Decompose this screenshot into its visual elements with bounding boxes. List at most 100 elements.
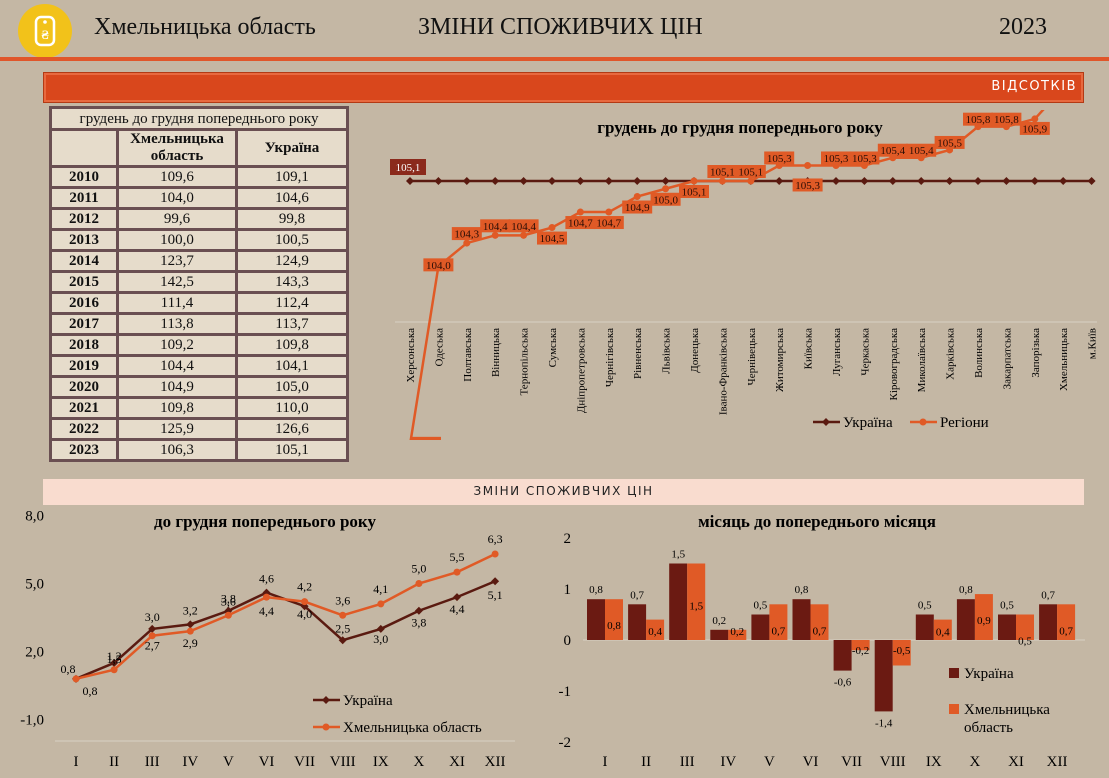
table-cell-khm: 125,9 — [119, 420, 235, 438]
month-label: XI — [449, 754, 465, 770]
table-row: 2020 104,9 105,0 — [52, 378, 346, 396]
ukraine-marker — [519, 177, 528, 185]
ukraine-value-label: 3,0 — [145, 610, 160, 624]
khm-point — [148, 632, 156, 640]
ukraine-bar — [998, 614, 1016, 640]
table-cell-khm: 109,8 — [119, 399, 235, 417]
ukraine-value-label: 0,8 — [959, 584, 973, 596]
ukraine-value-label: 4,6 — [259, 572, 274, 586]
region-point — [690, 177, 698, 185]
ukraine-bar — [1039, 604, 1058, 640]
month-label: III — [680, 754, 695, 770]
table-cell-ua: 109,1 — [238, 168, 346, 186]
region-value-label: 105,1 — [710, 167, 735, 179]
table-cell-khm: 104,9 — [119, 378, 235, 396]
month-label: X — [969, 754, 980, 770]
legend-khm-swatch — [949, 704, 959, 714]
y-tick-label: 2 — [564, 531, 572, 547]
table-cell-ua: 143,3 — [238, 273, 346, 291]
ukraine-marker — [110, 658, 119, 667]
region-name-label: Рівненська — [632, 328, 644, 379]
ukraine-marker — [376, 624, 385, 633]
table-cell-ua: 99,8 — [238, 210, 346, 228]
khm-value-label: 2,7 — [145, 639, 160, 653]
ukraine-marker — [888, 177, 897, 185]
month-label: IX — [373, 754, 389, 770]
region-name-label: Львівська — [661, 328, 673, 374]
region-name-label: Вінницька — [490, 328, 502, 377]
ukraine-bar — [628, 604, 647, 640]
legend-khm-text: Хмельницька область — [343, 720, 482, 736]
region-name-label: Херсонська — [405, 328, 417, 383]
khm-value-label: 0,8 — [83, 684, 98, 698]
legend-regions-text: Регіони — [940, 415, 989, 431]
table-cell-ua: 124,9 — [238, 252, 346, 270]
ukraine-value-label: 4,4 — [450, 602, 465, 616]
region-name-label: Житомирська — [774, 328, 786, 392]
khm-value-label: 0,7 — [772, 625, 786, 637]
ukraine-marker — [1059, 177, 1068, 185]
table-cell-khm: 142,5 — [119, 273, 235, 291]
khm-value-label: 0,2 — [730, 626, 744, 638]
table-corner — [52, 131, 116, 165]
ukraine-value-label: -1,4 — [875, 717, 893, 729]
region-label-bg — [764, 151, 795, 165]
table-cell-year: 2018 — [52, 336, 116, 354]
khm-point — [453, 568, 461, 576]
header-divider — [0, 57, 1109, 61]
khm-value-label: -0,2 — [852, 645, 869, 657]
cumulative-chart: до грудня попереднього року -1,0 2,0 5,0 8,0… — [20, 508, 515, 770]
region-point — [718, 177, 726, 185]
region-name-label: Чернігівська — [604, 328, 616, 387]
khm-value-label: 5,0 — [411, 562, 426, 576]
khm-bar — [687, 563, 706, 640]
ukraine-marker — [548, 177, 556, 185]
ukraine-marker — [1030, 177, 1039, 185]
region-label-bg — [622, 200, 653, 214]
year-label: 2023 — [999, 14, 1047, 40]
month-label: I — [603, 754, 608, 770]
region-label-bg — [411, 436, 441, 440]
legend-ukraine-marker — [822, 418, 830, 426]
y-tick-label: 8,0 — [25, 508, 44, 524]
ukraine-bar — [833, 640, 852, 671]
table-cell-ua: 110,0 — [238, 399, 346, 417]
region-label-bg — [707, 165, 738, 178]
yearly-table: грудень до грудня попереднього року Хмел… — [49, 106, 349, 462]
region-point — [520, 231, 528, 239]
khm-value-label: 1,2 — [107, 649, 122, 663]
month-label: V — [223, 754, 234, 770]
ukraine-marker — [148, 624, 157, 633]
table-row: 2011 104,0 104,6 — [52, 189, 346, 207]
ukraine-marker — [974, 177, 982, 185]
table-cell-year: 2015 — [52, 273, 116, 291]
region-name-label: Сумська — [547, 328, 559, 367]
region-name-label: Дніпропетровська — [575, 328, 587, 413]
khm-value-label: 2,9 — [183, 636, 198, 650]
month-label: VIII — [330, 754, 356, 770]
ukraine-value-label: 3,0 — [373, 632, 388, 646]
ukraine-value-label: 0,8 — [589, 584, 603, 596]
region-value-label: 105,3 — [852, 153, 877, 165]
khm-value-label: 0,7 — [1059, 625, 1073, 637]
khm-value-label: 0,4 — [648, 626, 662, 638]
region-name-label: Кіровоградська — [888, 328, 900, 401]
region-name-label: Донецька — [689, 328, 701, 373]
region-point — [662, 185, 670, 193]
region-point — [463, 239, 471, 247]
ukraine-line — [75, 580, 496, 680]
khm-point — [339, 611, 347, 619]
month-label: III — [145, 754, 160, 770]
khm-point — [415, 580, 423, 587]
khm-value-label: 5,5 — [450, 550, 465, 564]
khm-bar — [851, 640, 870, 651]
region-label-bg — [480, 219, 511, 233]
table-cell-ua: 105,1 — [238, 441, 346, 459]
table-row: 2015 142,5 143,3 — [52, 273, 346, 291]
region-name-label: Івано-Франківська — [717, 328, 729, 415]
region-title: Хмельницька область — [94, 14, 316, 40]
table-caption: грудень до грудня попереднього року — [52, 109, 346, 128]
region-name-label: Полтавська — [462, 328, 474, 382]
khm-point — [491, 550, 499, 558]
y-tick-label: -1 — [559, 684, 572, 700]
